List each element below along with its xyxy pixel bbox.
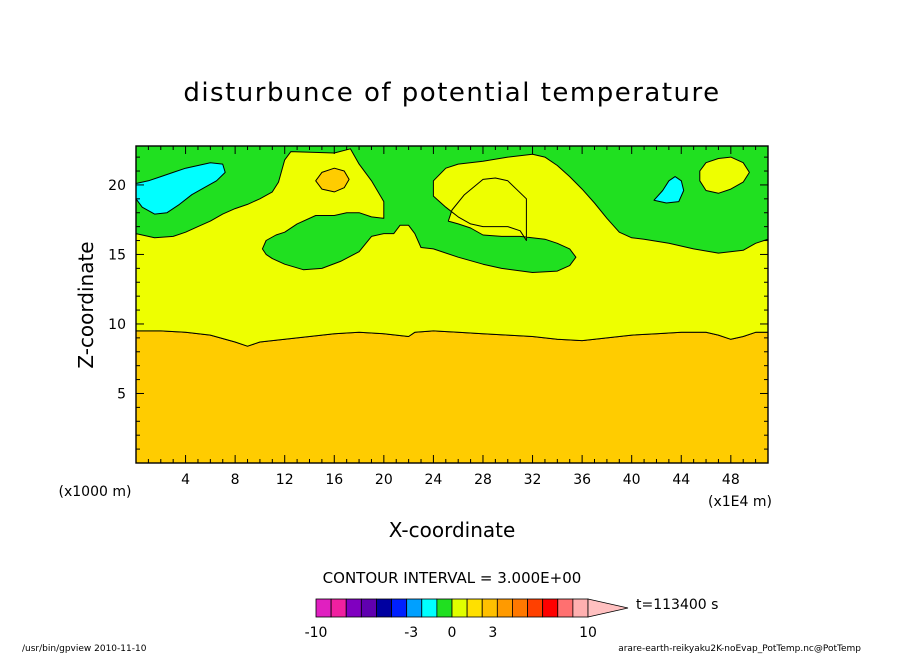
colorbar-cell bbox=[557, 598, 574, 618]
contour-interval-text: CONTOUR INTERVAL = 3.000E+00 bbox=[323, 569, 582, 587]
x-tick-label: 28 bbox=[474, 472, 492, 488]
colorbar-cell bbox=[315, 598, 332, 618]
x-tick-label: 32 bbox=[524, 472, 542, 488]
contour-region-cyan-5 bbox=[653, 176, 685, 204]
x-tick-label: 12 bbox=[276, 472, 294, 488]
colorbar-cell bbox=[572, 598, 589, 618]
contour-region-cyan-4 bbox=[135, 162, 226, 215]
footer-left: /usr/bin/gpview 2010-11-10 bbox=[22, 644, 147, 654]
x-tick-label: 48 bbox=[722, 472, 740, 488]
y-axis-ticks: 5 10 15 20 bbox=[108, 156, 768, 450]
y-unit-label: (x1000 m) bbox=[59, 484, 132, 500]
colorbar-cell bbox=[496, 598, 513, 618]
colorbar-cell bbox=[512, 598, 528, 618]
contour-region-orange-0 bbox=[135, 330, 769, 464]
x-tick-label: 16 bbox=[325, 472, 343, 488]
y-tick-label: 10 bbox=[108, 317, 126, 333]
y-tick-label: 5 bbox=[117, 386, 126, 402]
colorbar-tick-label: 10 bbox=[579, 625, 597, 641]
footer-right: arare-earth-reikyaku2K-noEvap_PotTemp.nc… bbox=[618, 644, 861, 654]
colorbar-cell bbox=[481, 598, 498, 618]
colorbar-tick-labels: -10 -3 0 3 10 bbox=[305, 625, 597, 641]
colorbar-cell bbox=[330, 598, 347, 618]
colorbar-cell bbox=[436, 598, 453, 618]
colorbar-cell bbox=[542, 598, 559, 618]
colorbar-cell bbox=[391, 598, 408, 618]
colorbar-cell bbox=[360, 598, 377, 618]
colorbar-tick-label: 3 bbox=[488, 625, 497, 641]
y-axis-label: Z-coordinate bbox=[74, 241, 98, 368]
colorbar-cell bbox=[376, 598, 392, 618]
colorbar-extend-arrow bbox=[587, 598, 629, 618]
time-label: t=113400 s bbox=[636, 597, 718, 613]
x-tick-label: 24 bbox=[424, 472, 442, 488]
x-tick-label: 8 bbox=[231, 472, 240, 488]
contour-region-yellow-2 bbox=[699, 156, 750, 194]
plot-frame bbox=[135, 145, 769, 464]
contour-region-yellow-1 bbox=[135, 148, 769, 347]
contour-regions bbox=[135, 148, 769, 464]
x-tick-label: 36 bbox=[573, 472, 591, 488]
colorbar-tick-label: -10 bbox=[305, 625, 328, 641]
colorbar-cell bbox=[345, 598, 362, 618]
x-tick-label: 20 bbox=[375, 472, 393, 488]
x-unit-label: (x1E4 m) bbox=[708, 494, 772, 510]
colorbar-cell bbox=[466, 598, 483, 618]
x-tick-label: 40 bbox=[623, 472, 641, 488]
colorbar-cell bbox=[451, 598, 468, 618]
colorbar-cell bbox=[527, 598, 544, 618]
colorbar-tick-label: 0 bbox=[448, 625, 457, 641]
y-tick-label: 20 bbox=[108, 178, 126, 194]
x-tick-label: 4 bbox=[181, 472, 190, 488]
chart-title: disturbunce of potential temperature bbox=[183, 78, 720, 108]
colorbar-cell bbox=[406, 598, 423, 618]
contour-region-orange-3 bbox=[315, 167, 350, 193]
colorbar bbox=[315, 598, 629, 618]
colorbar-cell bbox=[421, 598, 438, 618]
y-tick-label: 15 bbox=[108, 247, 126, 263]
x-axis-ticks: 4 8 12 16 20 24 28 32 36 40 44 48 bbox=[147, 146, 757, 488]
colorbar-tick-label: -3 bbox=[404, 625, 418, 641]
x-axis-label: X-coordinate bbox=[389, 518, 516, 542]
x-tick-label: 44 bbox=[672, 472, 690, 488]
